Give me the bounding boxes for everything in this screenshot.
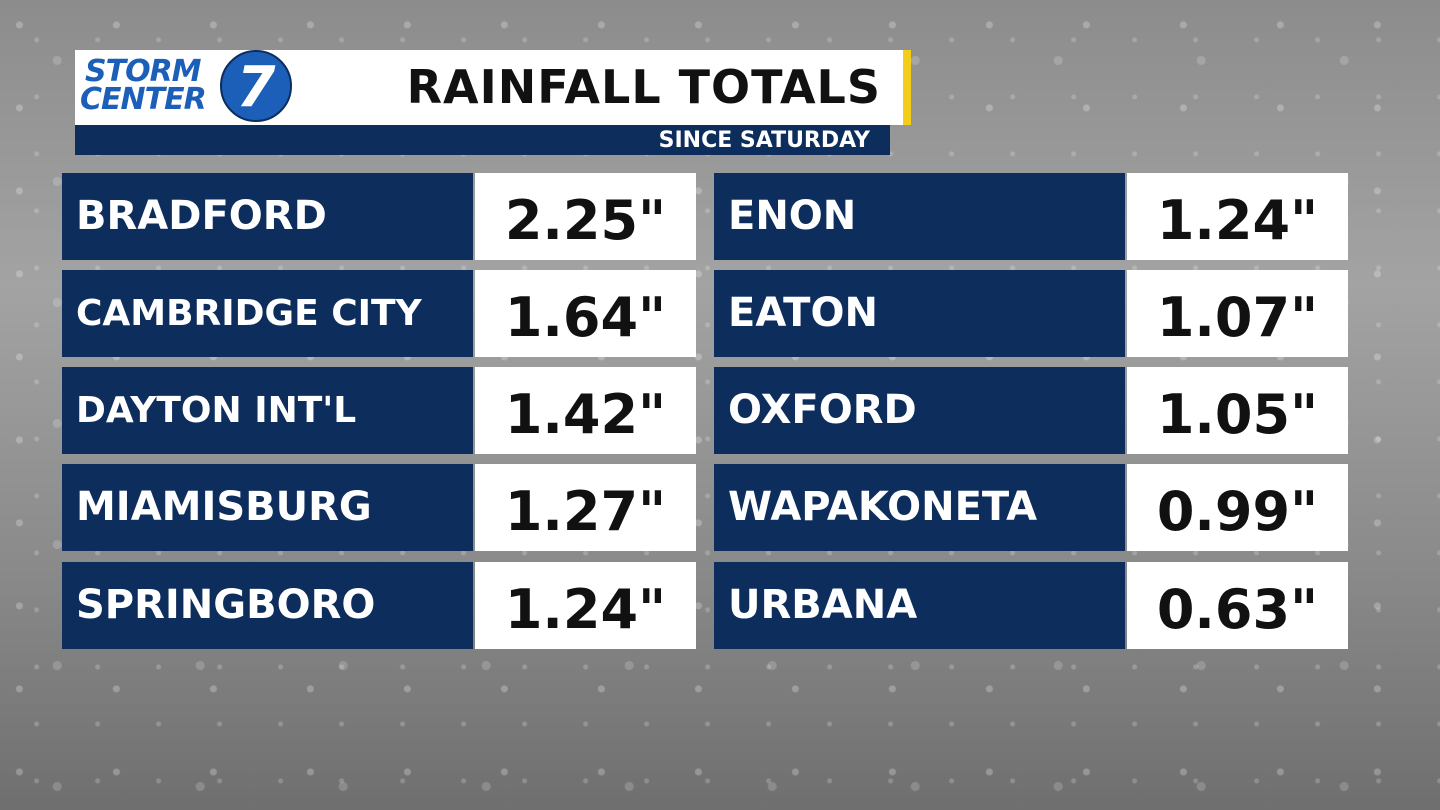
rainfall-value: 1.24" [475, 562, 696, 649]
title: RAINFALL TOTALS [406, 60, 881, 114]
rainfall-value: 1.42" [475, 367, 696, 454]
logo-text: STORM [85, 54, 202, 89]
location: WAPAKONETA [714, 464, 1125, 551]
logo-number: 7 [220, 50, 292, 122]
rainfall-value: 1.64" [475, 270, 696, 357]
rainfall-value: 1.27" [475, 464, 696, 551]
rainfall-value: 1.07" [1127, 270, 1348, 357]
rainfall-value: 1.24" [1127, 173, 1348, 260]
location: ENON [714, 173, 1125, 260]
location: DAYTON INT'L [62, 367, 473, 454]
location: SPRINGBORO [62, 562, 473, 649]
location: BRADFORD [62, 173, 473, 260]
rainfall-value: 2.25" [475, 173, 696, 260]
header-bar: STORM CENTER 7 RAINFALL TOTALS [75, 50, 903, 125]
location: OXFORD [714, 367, 1125, 454]
location: MIAMISBURG [62, 464, 473, 551]
rainfall-value: 0.63" [1127, 562, 1348, 649]
subtitle-bar: SINCE SATURDAY [75, 125, 890, 155]
logo-text: CENTER [80, 82, 207, 117]
location: EATON [714, 270, 1125, 357]
rainfall-value: 1.05" [1127, 367, 1348, 454]
location: CAMBRIDGE CITY [62, 270, 473, 357]
subtitle: SINCE SATURDAY [658, 128, 870, 153]
accent-stripe [903, 50, 911, 125]
location: URBANA [714, 562, 1125, 649]
rainfall-value: 0.99" [1127, 464, 1348, 551]
